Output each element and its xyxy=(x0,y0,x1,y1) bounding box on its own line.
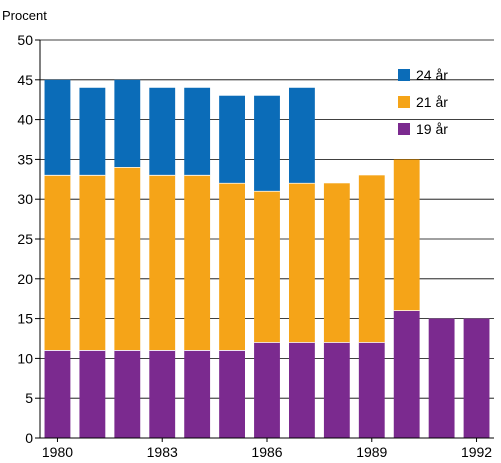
legend: 24 år 21 år 19 år xyxy=(398,67,448,137)
bar-segment xyxy=(254,342,280,438)
y-tick-label: 10 xyxy=(17,350,33,366)
bar-segment xyxy=(254,191,280,343)
x-tick-label: 1980 xyxy=(42,444,73,460)
bar-segment xyxy=(184,175,211,351)
bar-segment xyxy=(289,87,315,184)
bar-segment xyxy=(44,79,71,176)
y-tick-labels: 0 5 10 15 20 25 30 35 40 45 50 xyxy=(17,32,33,446)
legend-swatch xyxy=(398,69,410,81)
y-tick-label: 35 xyxy=(17,151,33,167)
y-unit-label: Procent xyxy=(2,8,47,23)
y-tick-label: 25 xyxy=(17,231,33,247)
bar-segment xyxy=(219,183,245,351)
y-tick-label: 45 xyxy=(17,72,33,88)
bar-segment xyxy=(184,350,211,438)
x-tick-label: 1992 xyxy=(461,444,492,460)
bar-segment xyxy=(463,318,490,438)
bar-segment xyxy=(79,350,106,438)
bar-segment xyxy=(323,342,350,438)
bar-segment xyxy=(393,159,420,311)
bar-segment xyxy=(323,183,350,343)
bar-segment xyxy=(254,95,280,192)
y-tick-label: 20 xyxy=(17,271,33,287)
bar-segment xyxy=(44,350,71,438)
bar-segment xyxy=(149,350,176,438)
y-tick-label: 0 xyxy=(25,430,33,446)
x-tick-label: 1989 xyxy=(356,444,387,460)
bar-segment xyxy=(79,87,106,176)
y-tick-label: 50 xyxy=(17,32,33,48)
y-tick-label: 40 xyxy=(17,112,33,128)
bar-segment xyxy=(44,175,71,351)
bar-segment xyxy=(219,95,245,184)
legend-label: 24 år xyxy=(416,67,448,83)
y-tick-label: 15 xyxy=(17,311,33,327)
bar-segment xyxy=(428,318,455,438)
legend-label: 19 år xyxy=(416,121,448,137)
x-tick-labels: 1980 1983 1986 1989 1992 xyxy=(42,438,492,460)
bar-segment xyxy=(358,342,385,438)
legend-label: 21 år xyxy=(416,94,448,110)
x-tick-label: 1983 xyxy=(147,444,178,460)
bar-segment xyxy=(79,175,106,351)
bar-segment xyxy=(184,87,211,176)
y-tick-label: 5 xyxy=(25,390,33,406)
legend-swatch xyxy=(398,123,410,135)
y-tick-label: 30 xyxy=(17,191,33,207)
bar-segment xyxy=(114,79,141,168)
bar-segment xyxy=(289,342,315,438)
bar-segment xyxy=(114,350,141,438)
bar-segment xyxy=(393,310,420,438)
bar-segment xyxy=(358,175,385,343)
x-tick-label: 1986 xyxy=(251,444,282,460)
bar-segment xyxy=(289,183,315,343)
bar-segment xyxy=(149,87,176,176)
bar-segment xyxy=(149,175,176,351)
bar-segment xyxy=(219,350,245,438)
legend-swatch xyxy=(398,96,410,108)
bar-segment xyxy=(114,167,141,351)
bars xyxy=(44,79,490,438)
